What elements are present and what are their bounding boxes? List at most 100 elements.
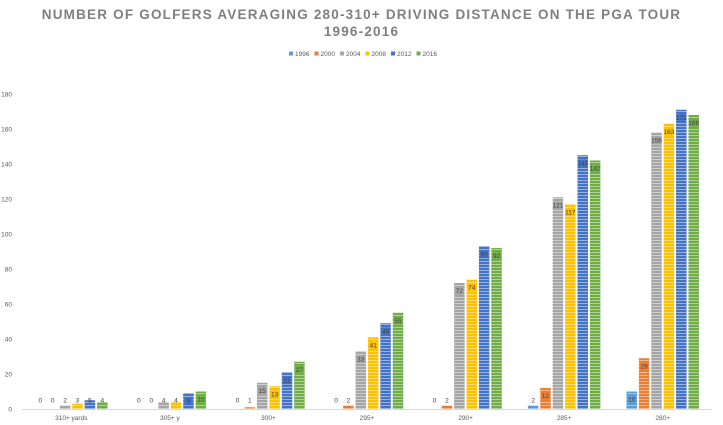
bar-texture-2004-285: [552, 197, 564, 409]
legend-swatch-2012: [391, 51, 395, 56]
data-label-bg-2016-295: [393, 316, 403, 325]
y-tick-label-160: 160: [1, 126, 12, 133]
legend-label-2016: 2016: [423, 51, 438, 58]
data-label-bg-2004-295: [356, 355, 366, 364]
data-label-bg-2012-280: [676, 113, 686, 122]
chart-title-line-2: 1996-2016: [323, 24, 400, 39]
data-label-bg-2008-300: [270, 390, 280, 399]
bar-texture-2008-305-y: [170, 402, 182, 409]
bar-texture-2016-285: [589, 160, 601, 409]
chart-title-line-1: NUMBER OF GOLFERS AVERAGING 280-310+ DRI…: [41, 7, 682, 22]
y-tick-label-20: 20: [5, 371, 13, 378]
bar-texture-2008-285: [565, 204, 576, 409]
data-label-bg-2012-290: [479, 250, 489, 259]
data-label-bg-2004-290: [454, 287, 464, 295]
x-tick-label-1: 305+ y: [160, 415, 180, 422]
data-label-bg-2016-285: [590, 164, 600, 173]
bar-texture-2016-290: [491, 248, 502, 409]
data-label-2012-305-y: 9: [187, 398, 191, 405]
data-label-bg-2008-290: [467, 283, 477, 292]
data-label-1996-300: 0: [236, 398, 240, 405]
data-label-2016-310-yards: 4: [100, 398, 104, 405]
legend-swatch-2000: [314, 51, 319, 56]
data-label-2012-280: 171: [676, 115, 687, 122]
x-tick-label-4: 290+: [458, 415, 473, 422]
bar-texture-2012-300: [281, 372, 293, 409]
data-label-bg-2004-285: [553, 201, 563, 210]
bar-texture-2000-300: [244, 407, 256, 409]
data-label-2016-280: 168: [688, 120, 699, 127]
data-label-2000-300: 1: [248, 398, 252, 405]
y-tick-label-140: 140: [1, 161, 12, 168]
data-label-bg-2008-280: [664, 127, 674, 136]
y-tick-label-180: 180: [1, 91, 12, 98]
data-label-2004-280: 158: [651, 138, 662, 145]
data-label-bg-2016-280: [689, 119, 699, 127]
data-label-1996-285: 2: [531, 398, 535, 405]
bar-texture-2004-280: [651, 132, 662, 409]
x-axis: 310+ yards 305+ y 300+ 295+ 290+ 285+ 280+: [22, 409, 712, 422]
legend-label-1996: 1996: [295, 51, 310, 58]
y-axis: 0 20 40 60 80 100 120 140 160 180: [1, 91, 12, 413]
data-label-2012-310-yards: 5: [88, 398, 92, 405]
data-label-2016-305-y: 10: [197, 397, 205, 404]
y-tick-label-40: 40: [5, 336, 13, 343]
data-label-1996-295: 0: [334, 398, 338, 405]
data-label-2004-285: 121: [553, 202, 564, 209]
data-label-bg-2008-285: [565, 208, 575, 217]
data-label-2008-305-y: 4: [174, 398, 178, 405]
bar-texture-2016-295: [392, 312, 404, 409]
data-label-2000-310-yards: 0: [51, 398, 55, 405]
bar-texture-2004-300: [256, 382, 268, 409]
data-label-2012-295: 49: [382, 328, 390, 335]
y-tick-label-80: 80: [5, 266, 13, 273]
data-label-2012-285: 145: [577, 160, 588, 167]
legend-swatch-2016: [416, 51, 421, 56]
data-label-bg-2000-285: [541, 392, 550, 400]
data-label-bg-2008-295: [368, 341, 378, 350]
data-label-2000-280: 29: [640, 363, 648, 370]
data-label-2016-290: 92: [493, 253, 501, 260]
bar-texture-2008-280: [663, 123, 675, 409]
data-label-2008-295: 41: [370, 342, 378, 349]
x-tick-label-2: 300+: [261, 415, 276, 422]
data-label-bg-2012-305-y: [184, 397, 193, 406]
legend-swatch-2004: [340, 51, 344, 56]
y-tick-label-100: 100: [1, 231, 12, 238]
legend-label-2008: 2008: [372, 51, 387, 58]
bar-texture-2000-290: [441, 405, 453, 409]
data-label-2012-290: 93: [481, 251, 489, 258]
y-tick-label-0: 0: [8, 406, 12, 413]
legend-swatch-2008: [365, 51, 370, 56]
x-tick-label-6: 280+: [655, 415, 670, 422]
bar-texture-2004-305-y: [158, 402, 169, 409]
data-label-bg-2016-290: [492, 252, 502, 260]
bar-texture-2012-295: [380, 323, 391, 409]
data-label-1996-305-y: 0: [137, 398, 141, 405]
x-tick-label-3: 295+: [360, 415, 375, 422]
data-label-bg-2012-300: [282, 376, 292, 385]
bar-texture-2008-290: [466, 279, 478, 409]
data-label-2000-295: 2: [347, 398, 351, 405]
data-label-2004-295: 33: [357, 356, 365, 363]
data-label-bg-2012-285: [578, 159, 588, 168]
data-label-1996-290: 0: [433, 398, 437, 405]
bar-texture-2012-310-yards: [84, 400, 96, 409]
data-label-bg-2016-300: [294, 365, 304, 374]
data-label-2008-285: 117: [565, 209, 576, 216]
legend-label-2000: 2000: [321, 51, 336, 58]
y-tick-label-120: 120: [1, 196, 12, 203]
legend: 1996 2000 2004 2008 2012 2016: [289, 51, 437, 58]
bar-texture-2016-300: [294, 361, 305, 409]
data-label-2016-295: 55: [394, 318, 402, 325]
data-label-2004-310-yards: 2: [63, 398, 67, 405]
bar-texture-2004-310-yards: [59, 405, 71, 409]
bar-texture-2000-295: [343, 405, 354, 409]
data-label-2000-285: 12: [542, 393, 550, 400]
data-label-1996-310-yards: 0: [38, 398, 42, 405]
legend-label-2012: 2012: [397, 51, 412, 58]
x-tick-label-0: 310+ yards: [55, 415, 88, 422]
data-label-2012-300: 21: [283, 377, 291, 384]
